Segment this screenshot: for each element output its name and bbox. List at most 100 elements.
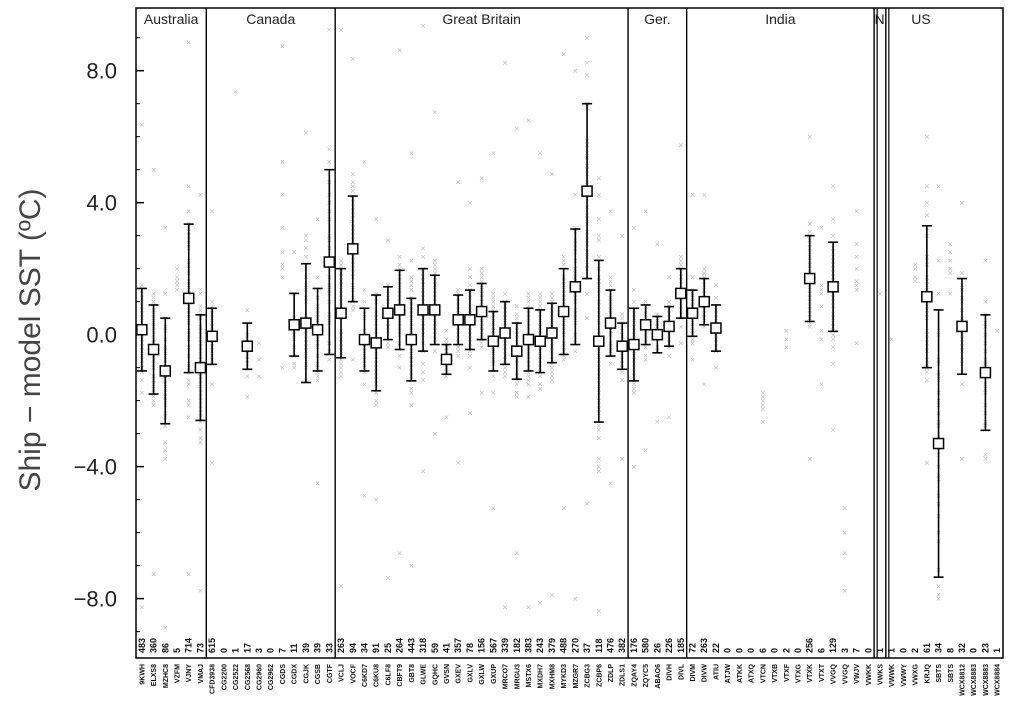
- scatter-point: ×: [186, 183, 192, 191]
- scatter-point: ×: [830, 360, 836, 368]
- mean-marker: [335, 307, 347, 319]
- scatter-point: ×: [549, 360, 555, 368]
- scatter-point: ×: [455, 179, 461, 187]
- station-count: 182: [512, 638, 522, 653]
- station-call-sign: MRCO7: [503, 664, 510, 689]
- station-call-sign: VWJV: [854, 664, 861, 684]
- scatter-point: ×: [947, 269, 953, 277]
- mean-marker: [206, 330, 218, 343]
- scatter-point: ×: [713, 282, 719, 290]
- scatter-point: ×: [608, 278, 614, 286]
- station-call-sign: MSTX6: [526, 664, 533, 687]
- scatter-point: ×: [783, 327, 789, 335]
- scatter-point: ×: [678, 253, 684, 261]
- scatter-point: ×: [338, 261, 344, 269]
- scatter-point: ×: [420, 22, 426, 30]
- station-count: 3: [840, 648, 850, 653]
- scatter-point: ×: [455, 459, 461, 467]
- scatter-point: ×: [596, 216, 602, 224]
- scatter-point: ×: [643, 352, 649, 360]
- scatter-point: ×: [596, 455, 602, 463]
- station-call-sign: ATKK: [737, 664, 744, 683]
- scatter-point: ×: [479, 339, 485, 347]
- station-call-sign: VTXG: [795, 663, 802, 683]
- mean-marker: [370, 337, 382, 349]
- station-count: 156: [477, 638, 487, 653]
- scatter-point: ×: [514, 550, 520, 558]
- scatter-point: ×: [362, 492, 368, 500]
- error-bars-layer: [136, 102, 992, 578]
- station-call-sign: VJNY: [186, 664, 193, 683]
- scatter-point: ×: [830, 344, 836, 352]
- scatter-point: ×: [174, 282, 180, 290]
- scatter-point: ×: [280, 224, 286, 232]
- scatter-point: ×: [315, 377, 321, 385]
- station-count: 26: [652, 643, 662, 653]
- scatter-point: ×: [619, 368, 625, 376]
- scatter-point: ×: [830, 183, 836, 191]
- scatter-point: ×: [924, 368, 930, 376]
- scatter-point: ×: [385, 339, 391, 347]
- station-call-sign: CGJK: [303, 664, 310, 683]
- station-count: 86: [160, 643, 170, 653]
- station-count: 185: [676, 638, 686, 653]
- scatter-point: ×: [362, 368, 368, 376]
- scatter-point: ×: [244, 393, 250, 401]
- scatter-point: ×: [490, 389, 496, 397]
- scatter-point: ×: [666, 352, 672, 360]
- station-call-sign: VTXF: [784, 663, 791, 682]
- scatter-point: ×: [139, 368, 145, 376]
- scatter-point: ×: [549, 591, 555, 599]
- y-tick-label: 0.0: [86, 323, 117, 348]
- scatter-point: ×: [854, 278, 860, 286]
- station-call-sign: DIVW: [702, 664, 709, 683]
- scatter-point: ×: [162, 455, 168, 463]
- station-count: 73: [195, 643, 205, 653]
- scatter-point: ×: [139, 282, 145, 290]
- scatter-point: ×: [561, 504, 567, 512]
- scatter-point: ×: [490, 302, 496, 310]
- scatter-point: ×: [690, 356, 696, 364]
- scatter-point: ×: [198, 302, 204, 310]
- station-call-sign: WCX8812: [959, 664, 966, 696]
- scatter-point: ×: [924, 459, 930, 467]
- scatter-point: ×: [198, 290, 204, 298]
- scatter-point: ×: [514, 311, 520, 319]
- scatter-point: ×: [982, 455, 988, 463]
- scatter-point: ×: [818, 335, 824, 343]
- mean-marker: [604, 317, 617, 329]
- scatter-point: ×: [936, 595, 942, 603]
- station-count: 6: [816, 648, 826, 653]
- mean-marker: [569, 281, 582, 293]
- plot-frame: [135, 7, 1004, 659]
- mean-marker: [393, 304, 406, 316]
- scatter-point: ×: [690, 335, 696, 343]
- scatter-point: ×: [408, 562, 414, 570]
- scatter-point: ×: [631, 385, 637, 393]
- scatter-point: ×: [912, 265, 918, 273]
- station-count: 357: [453, 638, 463, 653]
- scatter-point: ×: [924, 183, 930, 191]
- station-call-sign: SBTS: [948, 664, 955, 683]
- scatter-point: ×: [537, 298, 543, 306]
- station-count: 1: [231, 648, 241, 653]
- scatter-point: ×: [139, 377, 145, 385]
- scatter-point: ×: [432, 348, 438, 356]
- scatter-point: ×: [526, 377, 532, 385]
- scatter-point: ×: [678, 339, 684, 347]
- station-call-sign: MZGR7: [573, 664, 580, 689]
- scatter-point: ×: [467, 348, 473, 356]
- station-count: 94: [348, 643, 358, 653]
- station-call-sign: DIVL: [678, 663, 685, 680]
- scatter-point: ×: [455, 352, 461, 360]
- scatter-point: ×: [936, 583, 942, 591]
- station-count: 580: [641, 638, 651, 653]
- station-count: 8: [945, 648, 955, 653]
- station-call-labels: 9KWH ELXS8 MZHC8 VZFM VJNY VMAJ CFD3938 CG2200 C…: [139, 663, 1001, 696]
- station-call-sign: WCX8883: [983, 664, 990, 696]
- station-call-sign: ZCBP6: [596, 664, 603, 687]
- scatter-point: ×: [549, 290, 555, 298]
- scatter-point: ×: [280, 364, 286, 372]
- mean-marker: [452, 314, 464, 326]
- plot-border: [135, 7, 1004, 659]
